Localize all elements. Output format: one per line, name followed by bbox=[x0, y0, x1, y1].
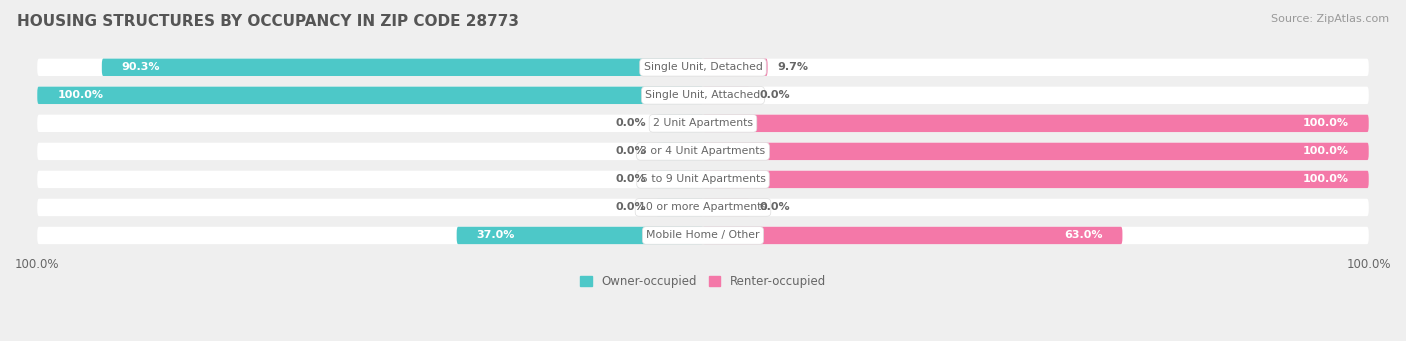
Text: Mobile Home / Other: Mobile Home / Other bbox=[647, 231, 759, 240]
FancyBboxPatch shape bbox=[703, 199, 749, 216]
Text: 100.0%: 100.0% bbox=[58, 90, 103, 100]
Text: Single Unit, Detached: Single Unit, Detached bbox=[644, 62, 762, 72]
Text: 100.0%: 100.0% bbox=[1303, 146, 1348, 157]
FancyBboxPatch shape bbox=[37, 59, 1369, 76]
FancyBboxPatch shape bbox=[703, 143, 1369, 160]
FancyBboxPatch shape bbox=[37, 227, 1369, 244]
Text: 0.0%: 0.0% bbox=[616, 146, 647, 157]
FancyBboxPatch shape bbox=[37, 115, 1369, 132]
Text: 3 or 4 Unit Apartments: 3 or 4 Unit Apartments bbox=[641, 146, 765, 157]
FancyBboxPatch shape bbox=[457, 227, 703, 244]
FancyBboxPatch shape bbox=[703, 171, 1369, 188]
Text: 100.0%: 100.0% bbox=[1303, 118, 1348, 128]
FancyBboxPatch shape bbox=[657, 143, 703, 160]
Text: 0.0%: 0.0% bbox=[616, 174, 647, 184]
FancyBboxPatch shape bbox=[703, 115, 1369, 132]
Text: 37.0%: 37.0% bbox=[477, 231, 515, 240]
Text: 9.7%: 9.7% bbox=[778, 62, 808, 72]
Text: 63.0%: 63.0% bbox=[1064, 231, 1102, 240]
FancyBboxPatch shape bbox=[657, 171, 703, 188]
FancyBboxPatch shape bbox=[37, 87, 703, 104]
FancyBboxPatch shape bbox=[37, 171, 1369, 188]
FancyBboxPatch shape bbox=[703, 59, 768, 76]
FancyBboxPatch shape bbox=[657, 115, 703, 132]
Text: HOUSING STRUCTURES BY OCCUPANCY IN ZIP CODE 28773: HOUSING STRUCTURES BY OCCUPANCY IN ZIP C… bbox=[17, 14, 519, 29]
FancyBboxPatch shape bbox=[101, 59, 703, 76]
Text: 90.3%: 90.3% bbox=[122, 62, 160, 72]
FancyBboxPatch shape bbox=[703, 227, 1122, 244]
Text: 0.0%: 0.0% bbox=[759, 90, 790, 100]
FancyBboxPatch shape bbox=[703, 87, 749, 104]
FancyBboxPatch shape bbox=[37, 87, 1369, 104]
FancyBboxPatch shape bbox=[657, 199, 703, 216]
FancyBboxPatch shape bbox=[37, 199, 1369, 216]
Text: Source: ZipAtlas.com: Source: ZipAtlas.com bbox=[1271, 14, 1389, 24]
Text: 2 Unit Apartments: 2 Unit Apartments bbox=[652, 118, 754, 128]
Text: 0.0%: 0.0% bbox=[616, 203, 647, 212]
FancyBboxPatch shape bbox=[37, 143, 1369, 160]
Legend: Owner-occupied, Renter-occupied: Owner-occupied, Renter-occupied bbox=[575, 270, 831, 293]
Text: 100.0%: 100.0% bbox=[1303, 174, 1348, 184]
Text: Single Unit, Attached: Single Unit, Attached bbox=[645, 90, 761, 100]
Text: 0.0%: 0.0% bbox=[759, 203, 790, 212]
Text: 5 to 9 Unit Apartments: 5 to 9 Unit Apartments bbox=[641, 174, 765, 184]
Text: 0.0%: 0.0% bbox=[616, 118, 647, 128]
Text: 10 or more Apartments: 10 or more Apartments bbox=[638, 203, 768, 212]
